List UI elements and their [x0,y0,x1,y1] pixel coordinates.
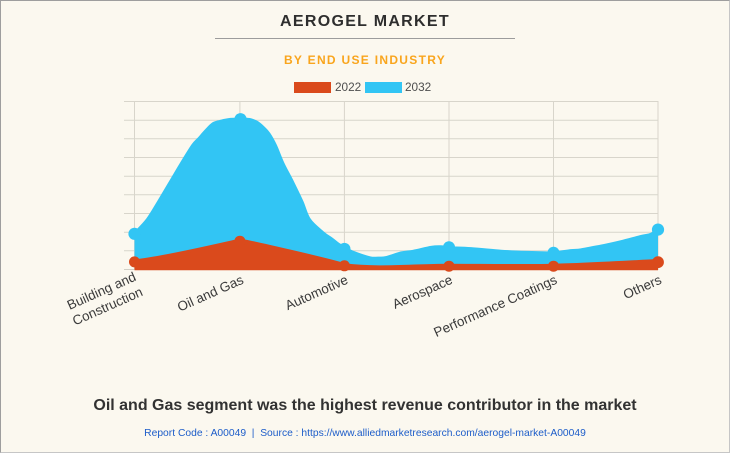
svg-text:Aerospace: Aerospace [390,272,455,312]
svg-text:Building andConstruction: Building andConstruction [63,269,144,328]
svg-text:Others: Others [621,272,664,302]
svg-text:Automotive: Automotive [283,272,350,313]
svg-text:Oil and Gas: Oil and Gas [175,272,246,315]
